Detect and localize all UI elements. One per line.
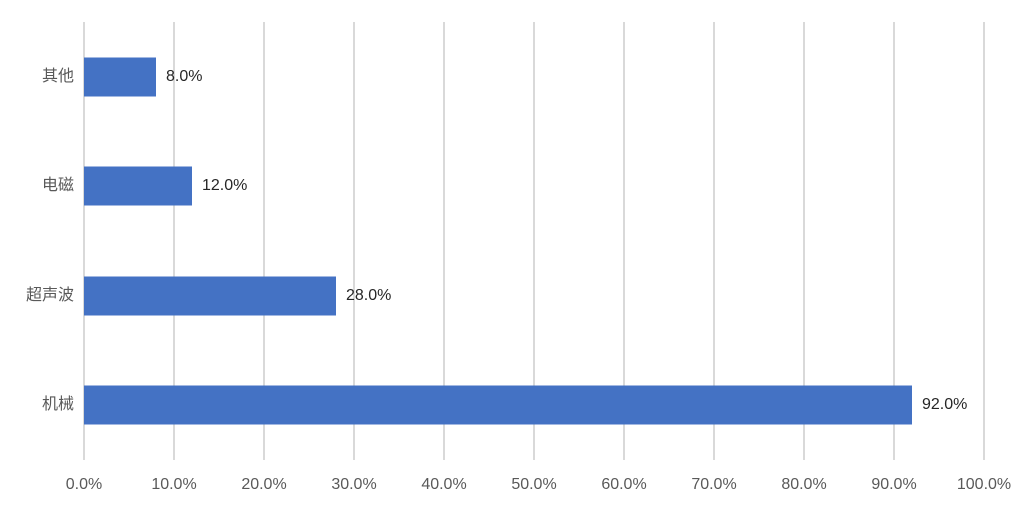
- x-tick-label: 40.0%: [421, 476, 467, 493]
- bar: [84, 385, 912, 425]
- data-label: 28.0%: [346, 286, 392, 304]
- gridline: [893, 22, 895, 460]
- data-label: 12.0%: [202, 177, 248, 195]
- x-tick-label: 10.0%: [151, 476, 197, 493]
- gridline: [353, 22, 355, 460]
- gridline: [713, 22, 715, 460]
- data-label: 8.0%: [166, 67, 203, 85]
- gridline: [803, 22, 805, 460]
- gridlines: [83, 22, 985, 460]
- gridline: [83, 22, 85, 460]
- x-tick-label: 30.0%: [331, 476, 377, 493]
- gridline: [983, 22, 985, 460]
- bar-row: 超声波 28.0%: [26, 241, 984, 351]
- x-tick-label: 90.0%: [871, 476, 917, 493]
- x-tick-label: 70.0%: [691, 476, 737, 493]
- bar-row: 机械 92.0%: [42, 351, 984, 461]
- bar: [84, 276, 336, 316]
- plot-area: 其他 8.0% 电磁 12.0% 超声波 28.0% 机械 92.0%: [26, 22, 985, 461]
- category-label: 机械: [41, 396, 74, 414]
- x-axis: 0.0% 10.0% 20.0% 30.0% 40.0% 50.0% 60.0% 70.0% 8…: [66, 474, 1011, 496]
- category-label: 电磁: [41, 177, 74, 195]
- bar-rows: 其他 8.0% 电磁 12.0% 超声波 28.0% 机械 92.0%: [26, 22, 984, 461]
- x-tick-label: 20.0%: [241, 476, 287, 493]
- bar: [84, 166, 192, 206]
- x-tick-label: 0.0%: [65, 476, 103, 493]
- x-tick-label: 50.0%: [511, 476, 557, 493]
- x-tick-label: 80.0%: [781, 476, 827, 493]
- category-label: 超声波: [25, 286, 74, 304]
- bar-row: 电磁 12.0%: [42, 132, 984, 242]
- x-tick-label: 60.0%: [601, 476, 647, 493]
- gridline: [623, 22, 625, 460]
- bar-row: 其他 8.0%: [42, 22, 984, 132]
- gridline: [263, 22, 265, 460]
- x-tick-label: 100.0%: [956, 476, 1012, 493]
- gridline: [533, 22, 535, 460]
- data-label: 92.0%: [922, 396, 968, 414]
- category-label: 其他: [41, 67, 74, 85]
- gridline: [173, 22, 175, 460]
- gridline: [443, 22, 445, 460]
- bar: [84, 57, 156, 97]
